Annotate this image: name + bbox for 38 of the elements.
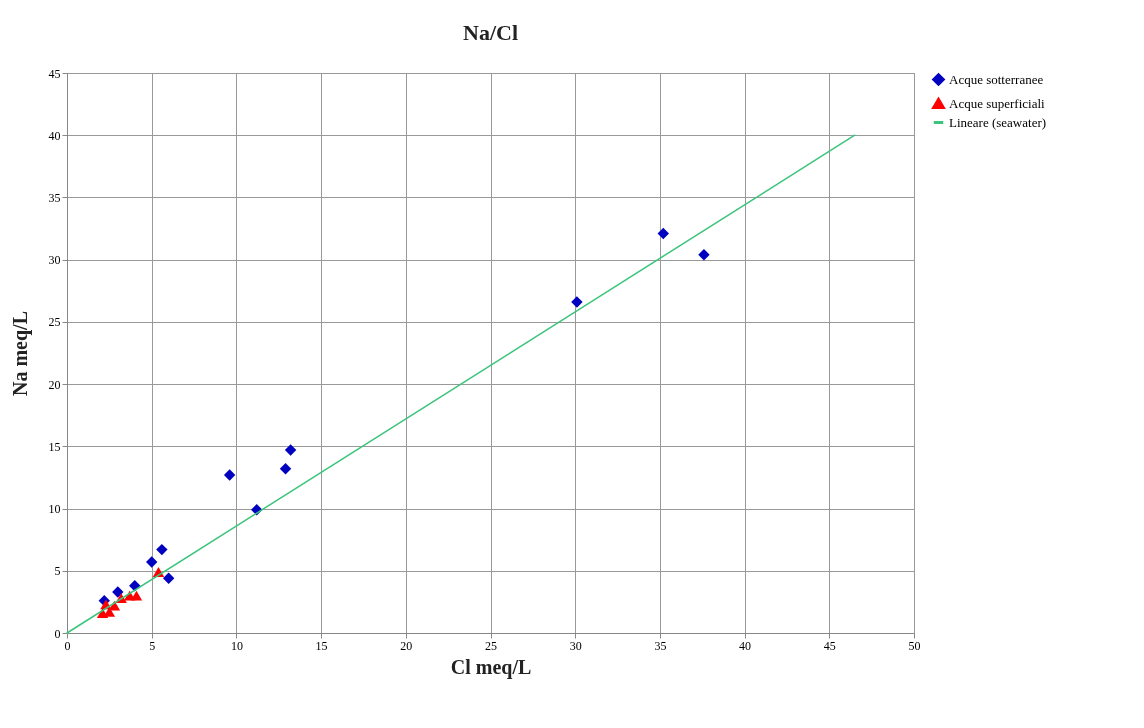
y-tick-label: 0 [54,626,61,641]
x-tick-label: 5 [149,638,156,653]
y-tick-label: 25 [48,315,61,330]
y-tick-label: 45 [48,66,61,81]
x-tick-label: 50 [908,638,921,653]
x-tick-label: 0 [64,638,71,653]
point [284,444,297,456]
point [698,248,710,261]
x-tick-label: 40 [739,638,752,653]
y-tick-label: 15 [48,439,61,454]
point [146,556,158,568]
point [130,590,143,601]
point [657,227,669,240]
y-tick-label: 20 [48,377,61,392]
y-tick-label: 5 [54,564,61,579]
x-tick-label: 10 [230,638,243,653]
x-tick-label: 15 [315,638,328,653]
y-tick-label: 40 [48,128,61,143]
x-tick-label: 35 [654,638,667,653]
x-tick-label: 45 [823,638,836,653]
y-tick-label: 30 [48,253,61,268]
legend-label: Lineare (seawater) [949,114,1047,130]
point [156,543,168,556]
x-tick-label: 25 [485,638,497,653]
y-tick-label: 10 [48,502,61,517]
y-tick-label: 35 [48,190,61,205]
x-tick-label: 30 [569,638,582,653]
point [279,463,292,475]
y-axis-title: Na meq/L [8,311,32,396]
x-tick-label: 20 [400,638,413,653]
point [162,572,175,584]
legend-label: Acque sotterranee [949,71,1044,87]
point [571,296,583,308]
point [112,586,124,598]
legend-label: Acque superficiali [949,95,1046,111]
point [223,469,236,481]
x-axis-title: Cl meq/L [450,655,532,679]
chart-title: Na/Cl [463,20,518,45]
